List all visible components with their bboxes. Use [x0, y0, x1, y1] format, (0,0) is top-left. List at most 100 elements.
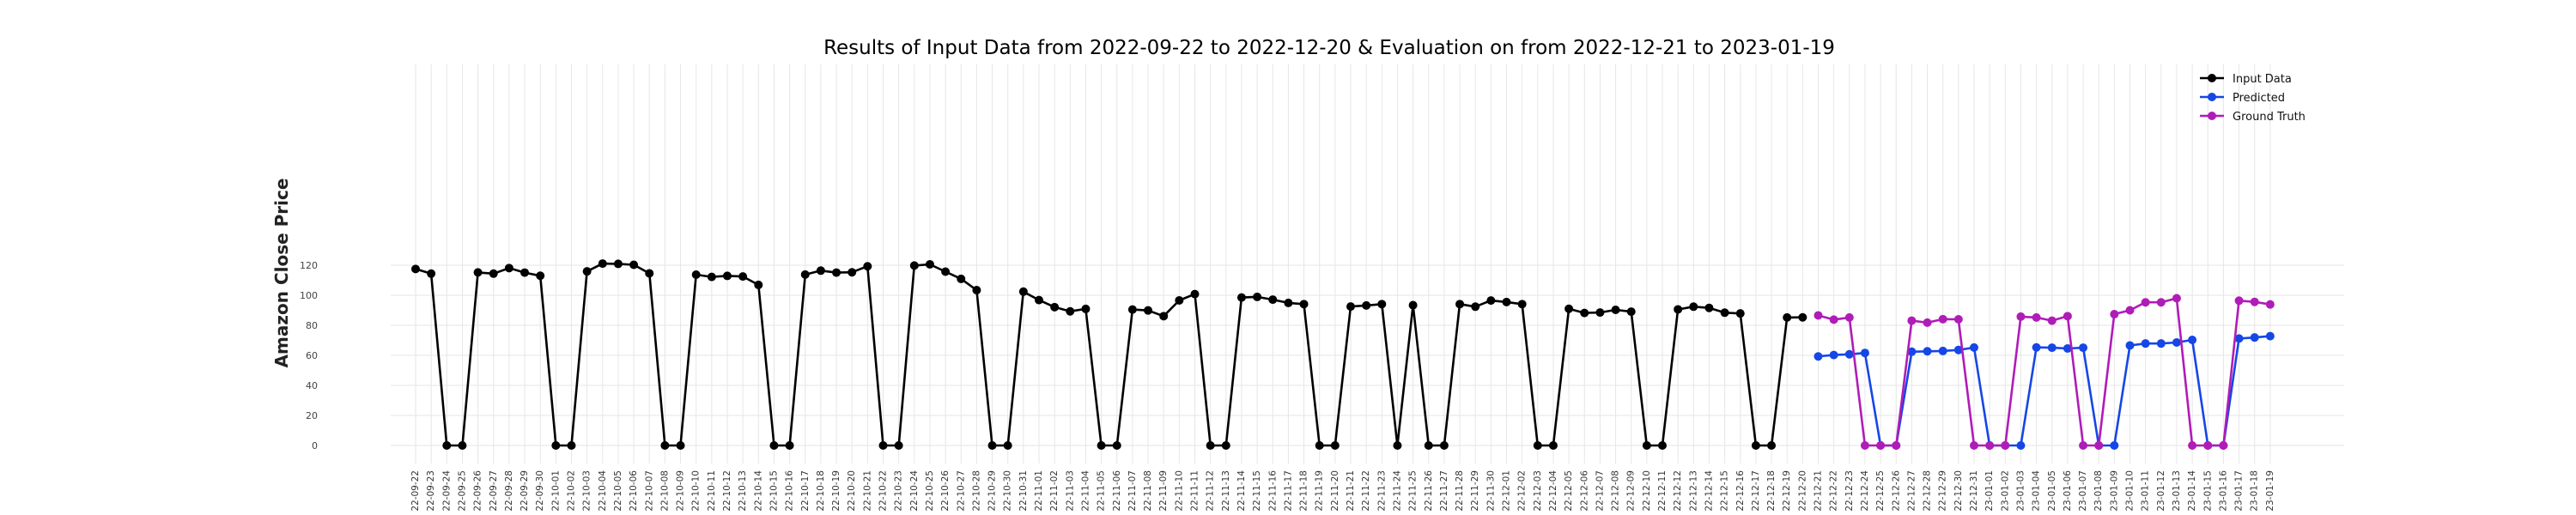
- x-tick-label: 22-10-12: [722, 470, 732, 512]
- data-point: [598, 259, 607, 269]
- y-tick-label: 100: [300, 290, 318, 301]
- data-point: [1346, 302, 1355, 312]
- x-tick-label: 22-10-05: [613, 470, 623, 512]
- data-point: [2203, 441, 2213, 450]
- data-point: [1860, 441, 1869, 450]
- data-point: [816, 266, 825, 276]
- data-point: [645, 269, 654, 278]
- data-point: [2110, 310, 2119, 319]
- x-tick-label: 22-11-14: [1236, 470, 1247, 512]
- y-tick-label: 60: [306, 350, 318, 361]
- data-point: [863, 262, 872, 271]
- data-point: [691, 270, 701, 280]
- data-point: [1284, 298, 1293, 307]
- data-point: [2063, 343, 2072, 353]
- data-point: [2032, 312, 2041, 322]
- data-point: [1035, 295, 1043, 305]
- data-point: [551, 441, 561, 450]
- x-tick-label: 22-09-30: [535, 470, 545, 512]
- data-point: [1003, 441, 1012, 450]
- data-point: [1970, 342, 1978, 352]
- data-point: [458, 441, 467, 450]
- data-point: [1408, 300, 1418, 310]
- data-point: [504, 264, 513, 273]
- data-point: [2265, 300, 2275, 309]
- legend-swatch-marker: [2208, 74, 2216, 82]
- data-point: [489, 269, 498, 278]
- data-point: [1783, 312, 1792, 322]
- series-input-data: [411, 259, 1807, 450]
- x-tick-label: 23-01-12: [2156, 470, 2166, 512]
- x-tick-label: 22-09-25: [457, 470, 467, 512]
- data-point: [1923, 318, 1932, 327]
- x-tick-label: 22-12-12: [1673, 470, 1683, 512]
- x-tick-label: 22-12-23: [1844, 470, 1855, 512]
- data-point: [1362, 300, 1371, 310]
- x-tick-label: 22-12-15: [1720, 470, 1730, 512]
- series-predicted: [1814, 331, 2275, 450]
- x-tick-label: 23-01-17: [2234, 470, 2245, 512]
- series-line: [1818, 297, 2271, 447]
- x-tick-label: 22-12-05: [1564, 470, 1574, 512]
- data-point: [1580, 308, 1589, 318]
- data-point: [2156, 298, 2166, 307]
- data-point: [1970, 441, 1978, 450]
- x-tick-label: 22-11-22: [1361, 470, 1371, 512]
- data-point: [723, 271, 732, 281]
- x-tick-label: 22-12-27: [1906, 470, 1917, 512]
- data-point: [972, 286, 981, 295]
- x-tick-label: 22-09-22: [410, 470, 421, 512]
- data-point: [1720, 308, 1729, 318]
- x-tick-label: 22-11-25: [1408, 470, 1419, 512]
- x-tick-label: 22-12-19: [1782, 470, 1792, 512]
- x-tick-label: 22-10-14: [753, 470, 763, 512]
- data-point: [1330, 441, 1340, 450]
- data-point: [411, 264, 420, 274]
- data-point: [769, 441, 779, 450]
- x-tick-label: 22-12-04: [1548, 470, 1558, 512]
- data-point: [1439, 441, 1449, 450]
- x-tick-label: 22-11-02: [1049, 470, 1060, 512]
- x-tick-label: 22-12-24: [1860, 470, 1870, 512]
- data-point: [629, 260, 639, 270]
- data-point: [2125, 306, 2135, 315]
- series-ground-truth: [1814, 294, 2275, 450]
- data-point: [1798, 312, 1807, 322]
- data-point: [2234, 334, 2244, 343]
- x-tick-label: 22-11-13: [1221, 470, 1231, 512]
- x-tick-label: 22-12-09: [1626, 470, 1637, 512]
- data-point: [1144, 306, 1153, 315]
- data-point: [1595, 308, 1605, 318]
- x-tick-label: 22-11-18: [1299, 470, 1309, 512]
- x-tick-label: 22-10-27: [956, 470, 966, 512]
- x-tick-label: 22-09-28: [504, 470, 514, 512]
- data-point: [1050, 302, 1060, 312]
- x-tick-label: 22-09-27: [489, 470, 499, 512]
- x-tick-label: 23-01-14: [2187, 470, 2197, 512]
- data-point: [613, 259, 623, 269]
- x-tick-label: 22-12-16: [1735, 470, 1746, 512]
- data-point: [1751, 441, 1760, 450]
- x-tick-label: 22-11-01: [1034, 470, 1044, 512]
- data-point: [1236, 293, 1246, 302]
- x-tick-label: 22-11-06: [1112, 470, 1122, 512]
- y-tick-label: 120: [300, 260, 318, 271]
- data-point: [800, 270, 810, 279]
- legend-label: Ground Truth: [2233, 111, 2306, 124]
- data-point: [1814, 352, 1823, 361]
- x-tick-label: 23-01-16: [2218, 470, 2228, 512]
- data-point: [832, 268, 841, 277]
- x-tick-label: 22-10-03: [582, 470, 592, 512]
- legend-label: Predicted: [2233, 92, 2285, 105]
- x-tick-label: 22-11-26: [1424, 470, 1434, 512]
- x-tick-label: 22-11-03: [1065, 470, 1075, 512]
- data-point: [1674, 305, 1683, 314]
- data-point: [536, 271, 545, 281]
- x-tick-label: 22-12-03: [1533, 470, 1543, 512]
- data-point: [1829, 350, 1838, 360]
- data-point: [1502, 297, 1511, 306]
- legend-item: Input Data: [2200, 73, 2292, 86]
- x-tick-label: 22-09-23: [426, 470, 436, 512]
- x-tick-label: 22-11-17: [1283, 470, 1293, 512]
